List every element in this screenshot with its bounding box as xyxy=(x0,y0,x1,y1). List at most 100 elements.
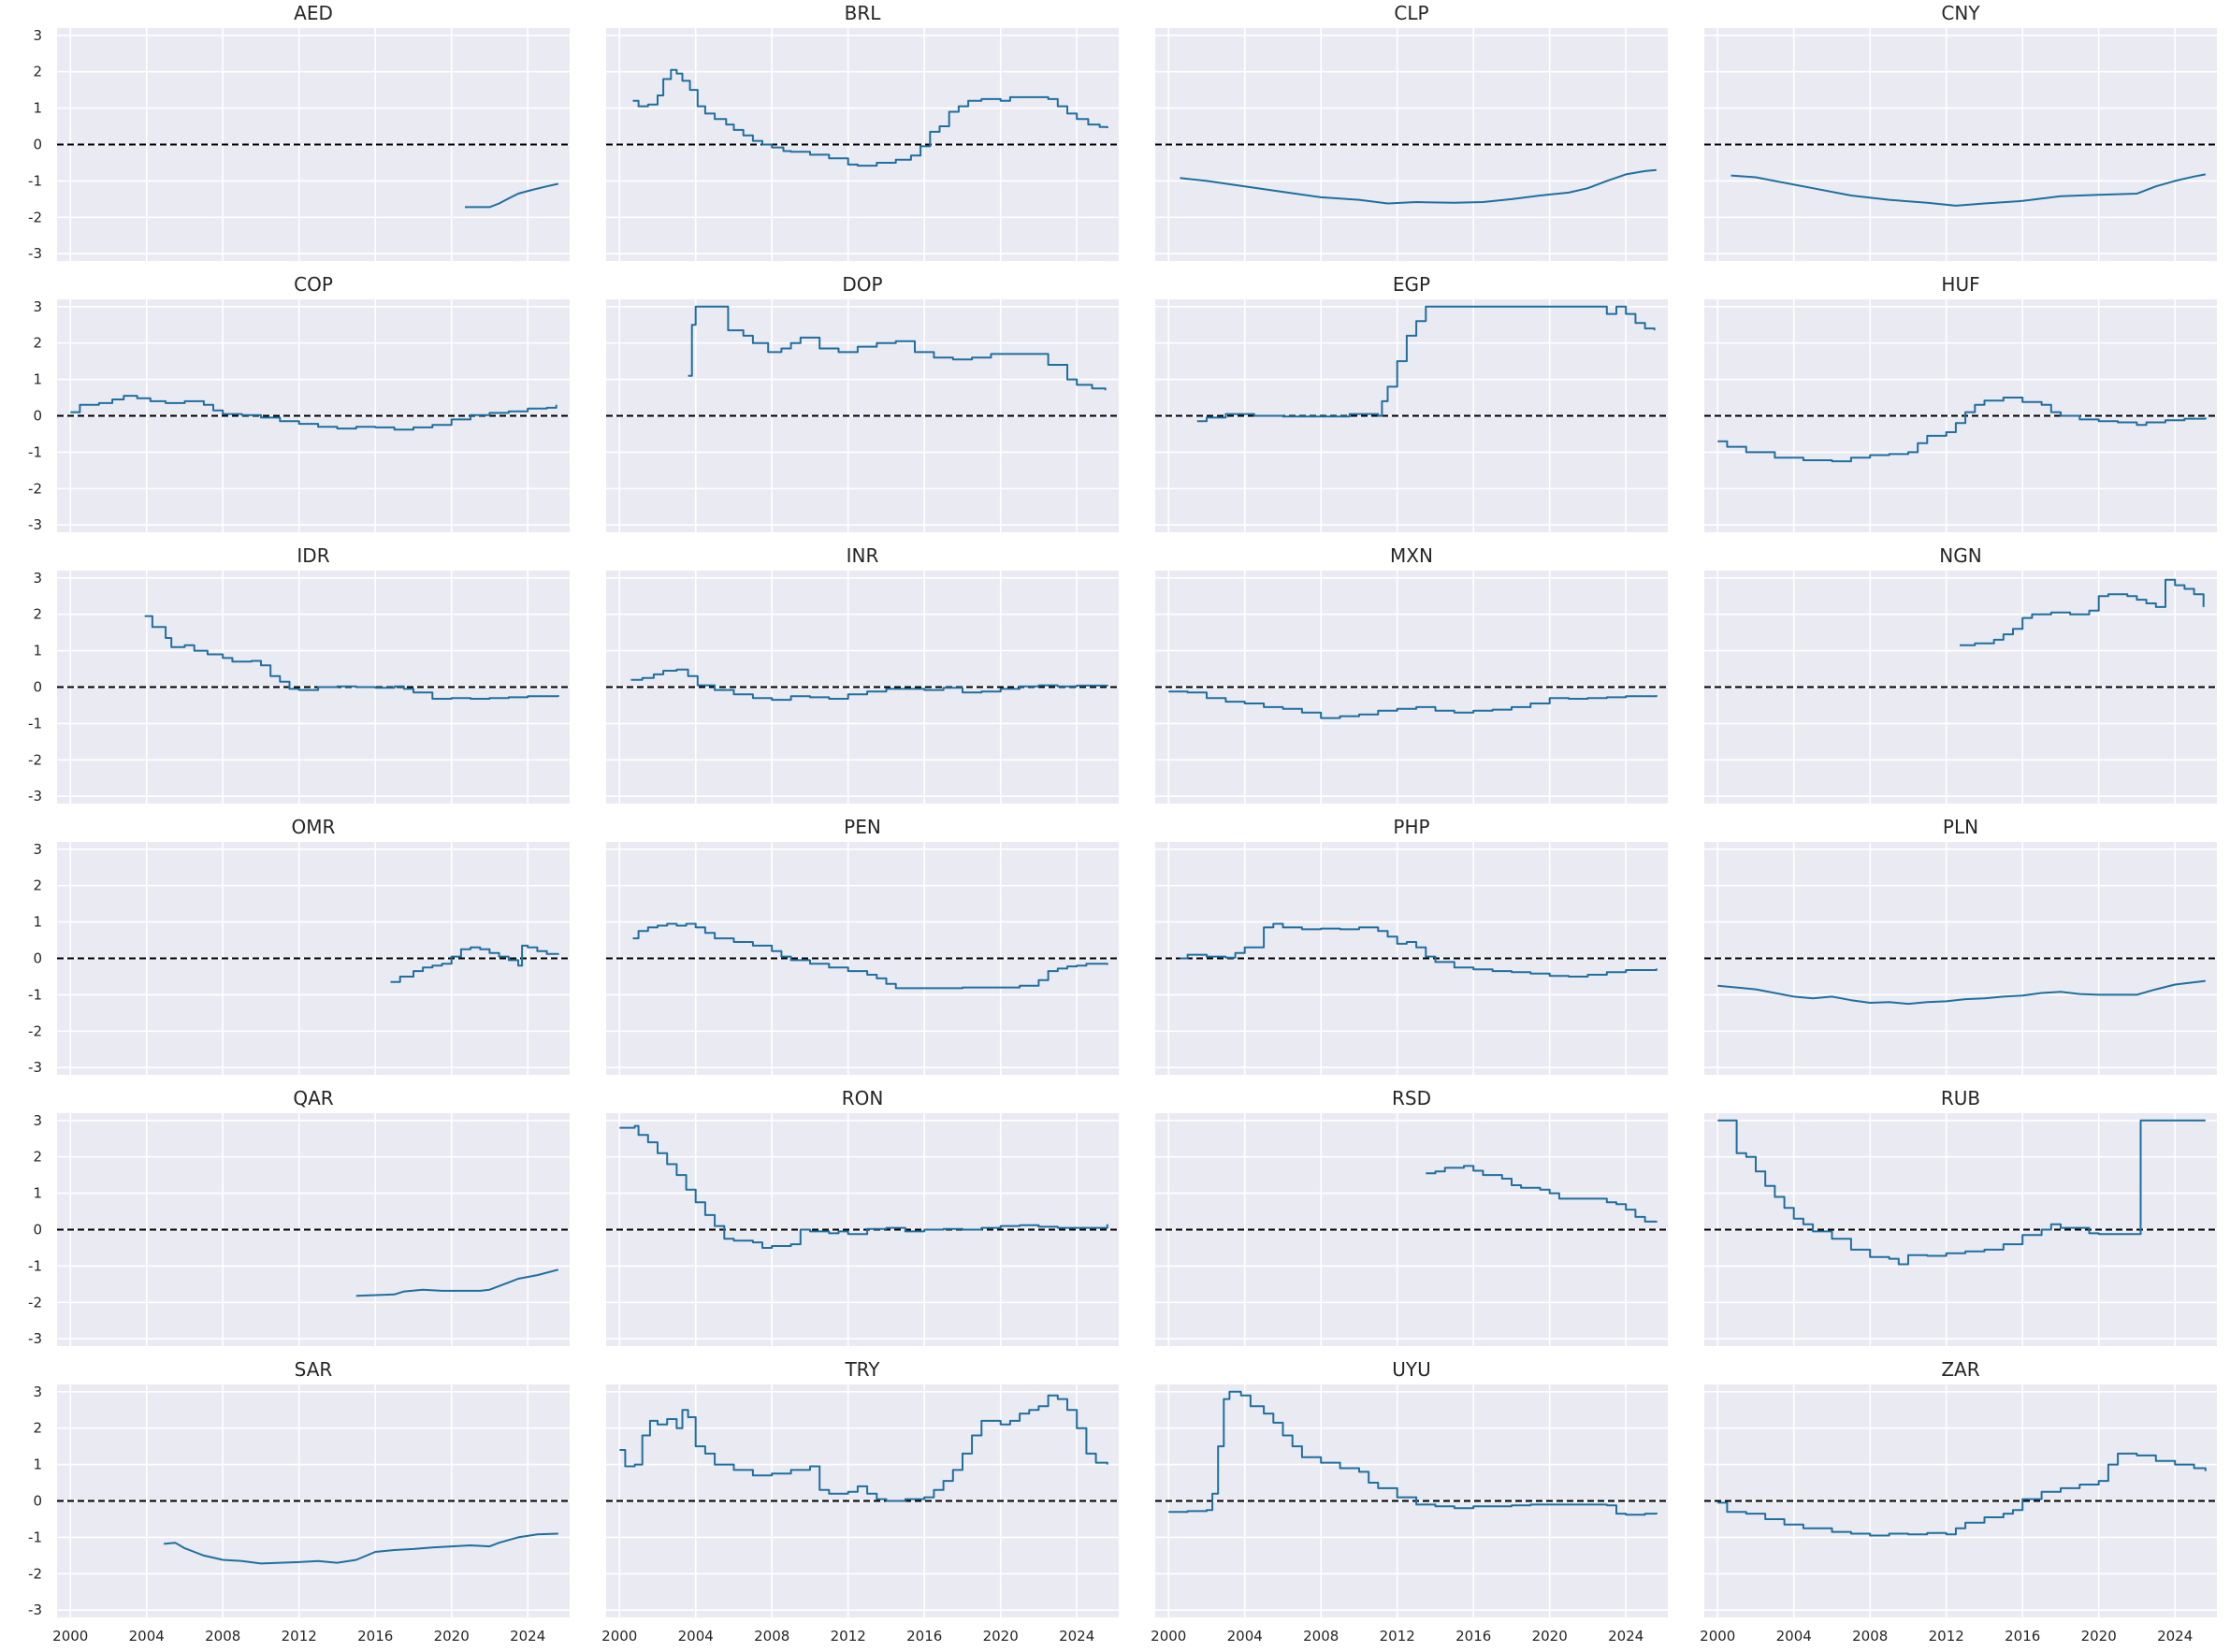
series-line xyxy=(1717,1119,2206,1266)
y-tick-label: 3 xyxy=(33,27,42,44)
panel-title: IDR xyxy=(297,544,329,567)
y-tick-label: -2 xyxy=(28,751,42,768)
panel-zar: 2000 2004 2008 2012 2016 2020 2024 ZAR xyxy=(1700,1358,2217,1645)
y-tick-label: -2 xyxy=(28,1565,42,1582)
panel-title: MXN xyxy=(1390,544,1433,567)
series-line xyxy=(632,922,1108,990)
x-tick-label: 2024 xyxy=(1059,1628,1094,1645)
panel-uyu: 2000 2004 2008 2012 2016 2020 2024 UYU xyxy=(1151,1358,1668,1645)
y-tick-label: -1 xyxy=(28,715,42,732)
series-line xyxy=(70,395,558,431)
panel-dop: DOP xyxy=(606,273,1119,532)
series-line xyxy=(632,68,1108,167)
y-tick-label: 3 xyxy=(33,1112,42,1129)
panel-ron: RON xyxy=(606,1087,1119,1346)
y-tick-label: -1 xyxy=(28,986,42,1003)
y-tick-label: 2 xyxy=(33,1420,42,1437)
panel-mxn: MXN xyxy=(1155,544,1668,804)
x-tick-label: 2004 xyxy=(1776,1628,1812,1645)
panel-pln: PLN xyxy=(1704,816,2217,1075)
panel-huf: HUF xyxy=(1704,273,2217,532)
x-tick-label: 2004 xyxy=(1227,1628,1263,1645)
series-line xyxy=(390,944,559,983)
panel-inr: INR xyxy=(606,544,1119,804)
panel-title: RSD xyxy=(1392,1087,1431,1109)
y-tick-label: -2 xyxy=(28,1022,42,1039)
series-line xyxy=(1426,1165,1658,1223)
y-tick-label: 0 xyxy=(33,1222,42,1239)
panel-title: HUF xyxy=(1941,273,1979,296)
series-line xyxy=(465,182,559,209)
y-tick-label: 1 xyxy=(33,1185,42,1202)
y-tick-label: 2 xyxy=(33,64,42,80)
y-tick-label: -3 xyxy=(28,516,42,533)
y-tick-label: 2 xyxy=(33,1149,42,1166)
series-line xyxy=(688,305,1107,391)
y-tick-label: 1 xyxy=(33,100,42,117)
y-tick-label: 0 xyxy=(33,1493,42,1510)
y-tick-label: -2 xyxy=(28,209,42,225)
panel-egp: EGP xyxy=(1155,273,1668,532)
x-tick-label: 2000 xyxy=(1151,1628,1186,1645)
panel-title: RON xyxy=(842,1087,884,1109)
y-tick-label: -3 xyxy=(28,1330,42,1347)
series-line xyxy=(1196,305,1656,423)
x-tick-label: 2016 xyxy=(906,1628,942,1645)
x-tick-label: 2008 xyxy=(754,1628,789,1645)
panel-title: PHP xyxy=(1393,816,1429,838)
series-line xyxy=(1180,168,1657,205)
x-tick-label: 2020 xyxy=(434,1628,470,1645)
y-tick-label: 2 xyxy=(33,877,42,894)
panel-title: CNY xyxy=(1941,2,1980,24)
series-line xyxy=(1717,397,2207,463)
x-tick-label: 2016 xyxy=(2005,1628,2040,1645)
series-line xyxy=(164,1532,558,1565)
y-tick-label: -1 xyxy=(28,1257,42,1274)
panel-title: TRY xyxy=(844,1358,880,1381)
x-tick-label: 2008 xyxy=(1852,1628,1888,1645)
x-tick-label: 2020 xyxy=(983,1628,1019,1645)
panel-omr: -3 -2 -1 0 1 2 3 OMR xyxy=(28,816,570,1076)
panel-cny: CNY xyxy=(1704,2,2217,261)
y-tick-label: 2 xyxy=(33,335,42,352)
x-tick-label: 2008 xyxy=(205,1628,240,1645)
y-tick-label: -1 xyxy=(28,1529,42,1545)
x-tick-label: 2000 xyxy=(52,1628,88,1645)
panel-qar: -3 -2 -1 0 1 2 3 QAR xyxy=(28,1087,570,1347)
y-tick-label: 1 xyxy=(33,371,42,388)
y-tick-label: 3 xyxy=(33,570,42,587)
panel-pen: PEN xyxy=(606,816,1119,1075)
y-tick-label: 3 xyxy=(33,841,42,858)
panel-sar: -3 -2 -1 0 1 2 3 2000 2004 2008 2012 2016 2020 2024 SA… xyxy=(28,1358,570,1645)
x-tick-label: 2020 xyxy=(1532,1628,1568,1645)
y-tick-label: -3 xyxy=(28,788,42,804)
series-line xyxy=(1168,1390,1658,1516)
series-line xyxy=(355,1268,559,1297)
panel-title: PLN xyxy=(1943,816,1978,838)
y-tick-label: -1 xyxy=(28,443,42,460)
panel-brl: BRL xyxy=(606,2,1119,261)
y-tick-label: 0 xyxy=(33,679,42,696)
panel-rub: RUB xyxy=(1704,1087,2217,1346)
x-tick-label: 2016 xyxy=(357,1628,393,1645)
x-tick-label: 2008 xyxy=(1303,1628,1339,1645)
x-tick-label: 2004 xyxy=(678,1628,714,1645)
y-tick-label: 0 xyxy=(33,137,42,153)
x-tick-label: 2020 xyxy=(2081,1628,2117,1645)
series-line xyxy=(144,615,559,700)
panel-title: PEN xyxy=(844,816,881,838)
panel-title: ZAR xyxy=(1941,1358,1979,1381)
panel-title: DOP xyxy=(842,273,882,296)
y-tick-label: 2 xyxy=(33,606,42,623)
y-tick-label: 3 xyxy=(33,1384,42,1400)
x-tick-label: 2012 xyxy=(1929,1628,1964,1645)
series-line xyxy=(619,1124,1108,1249)
y-tick-label: 3 xyxy=(33,298,42,315)
x-tick-label: 2004 xyxy=(129,1628,165,1645)
series-line xyxy=(619,1394,1108,1502)
panel-cop: -3 -2 -1 0 1 2 3 COP xyxy=(28,273,570,533)
y-tick-label: 0 xyxy=(33,408,42,425)
x-tick-label: 2000 xyxy=(1700,1628,1735,1645)
series-line xyxy=(1717,1452,2207,1537)
